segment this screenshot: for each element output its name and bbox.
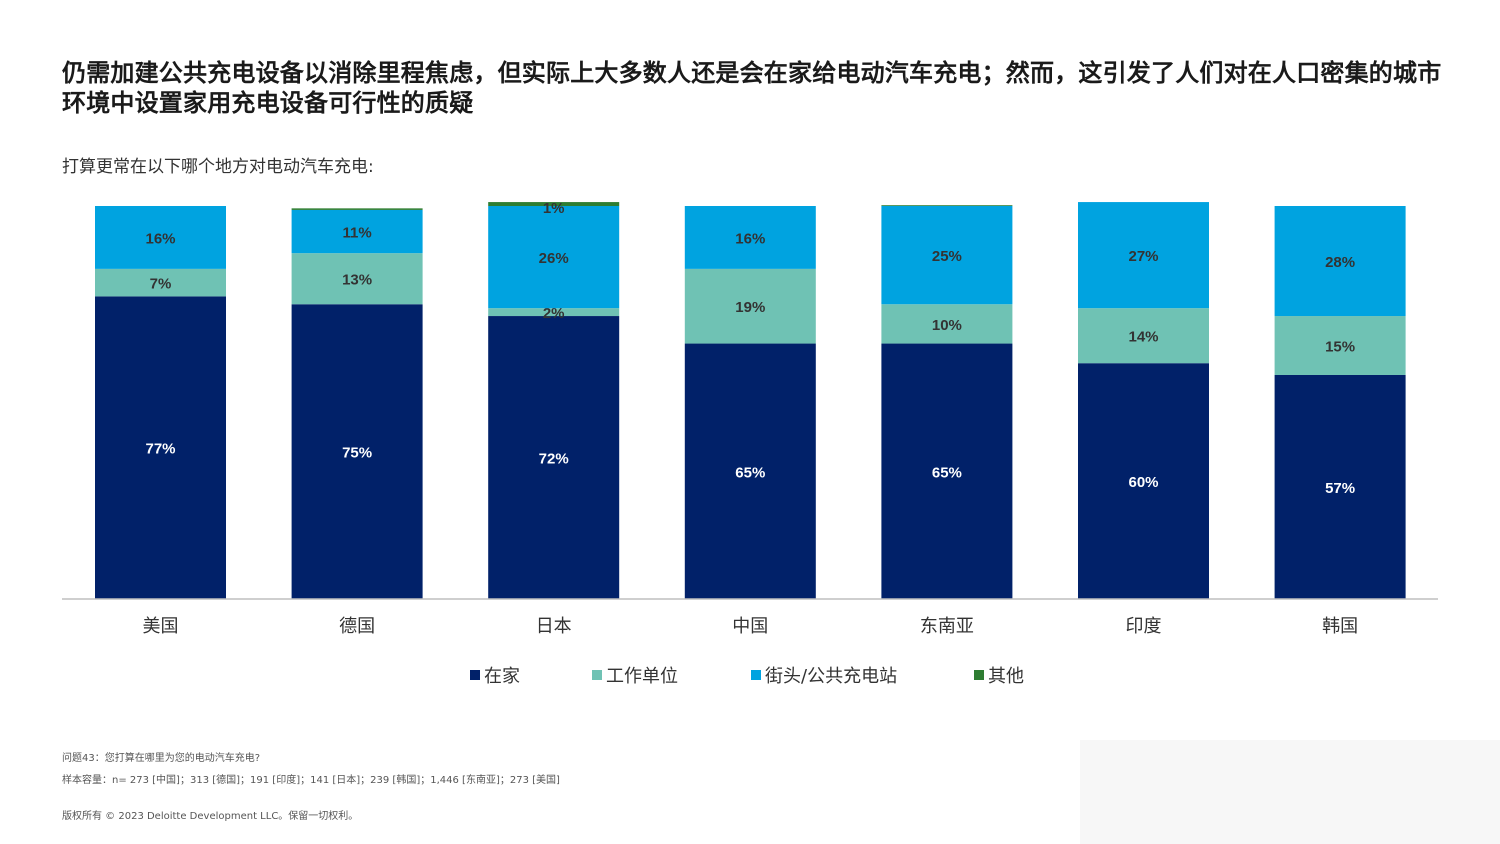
data-label: 28% <box>1325 254 1355 271</box>
bar-segment <box>684 268 816 344</box>
data-label: 60% <box>1128 474 1158 491</box>
bar-segment <box>291 304 423 599</box>
data-label: 65% <box>932 464 962 481</box>
data-label: 14% <box>1128 329 1158 346</box>
bar-segment <box>1078 363 1209 599</box>
bar-segment <box>881 343 1013 599</box>
x-tick-label: 韩国 <box>1322 616 1358 637</box>
data-label: 65% <box>735 464 765 481</box>
bar-segment <box>684 343 816 599</box>
data-label: 10% <box>932 317 962 334</box>
stacked-bar-chart: 77% 7% 16% 美国 75% 13% 11% 德国 72% 2% 26% 1% 日本 65% 19% 1… <box>62 200 1438 637</box>
data-label: 27% <box>1128 248 1158 265</box>
x-tick-label: 中国 <box>732 616 768 637</box>
bar-segment <box>488 206 620 309</box>
data-label: 77% <box>145 441 175 458</box>
x-tick-label: 印度 <box>1126 616 1162 637</box>
corner-background <box>1080 740 1500 844</box>
data-label: 16% <box>735 230 765 247</box>
legend-label-public: 街头/公共充电站 <box>765 666 898 687</box>
bar-segment <box>1078 202 1209 309</box>
data-label: 15% <box>1325 339 1355 356</box>
bar-segment <box>881 206 1013 305</box>
bar-segment <box>95 206 226 269</box>
data-label: 19% <box>735 299 765 316</box>
legend-item-public: 街头/公共充电站 <box>751 662 897 688</box>
legend-item-workplace: 工作单位 <box>592 662 678 688</box>
data-label: 13% <box>342 272 372 289</box>
data-label: 72% <box>539 451 569 468</box>
page-title: 仍需加建公共充电设备以消除里程焦虑，但实际上大多数人还是会在家给电动汽车充电；然… <box>62 59 1442 117</box>
bar-segment <box>684 206 816 269</box>
data-label: 16% <box>145 230 175 247</box>
bar-segment <box>488 316 620 599</box>
legend-label-workplace: 工作单位 <box>606 666 678 687</box>
legend-item-home: 在家 <box>470 662 520 688</box>
data-label: 25% <box>932 248 962 265</box>
chart-subtitle: 打算更常在以下哪个地方对电动汽车充电: <box>62 157 374 177</box>
legend-swatch-workplace <box>592 670 602 680</box>
legend-swatch-public <box>751 670 761 680</box>
bar-segment <box>881 205 1013 206</box>
legend-swatch-other <box>974 670 984 680</box>
bar-segment <box>1274 206 1406 317</box>
legend-swatch-home <box>470 670 480 680</box>
x-tick-label: 美国 <box>143 616 179 637</box>
footnote-question: 问题43：您打算在哪里为您的电动汽车充电? <box>62 753 261 764</box>
data-label: 57% <box>1325 480 1355 497</box>
data-label: 26% <box>539 250 569 267</box>
bar-segment <box>291 253 423 305</box>
data-label: 1% <box>543 200 565 217</box>
bar-segment <box>488 308 620 317</box>
bar-segment <box>881 304 1013 344</box>
legend-label-other: 其他 <box>988 666 1024 687</box>
bar-segment <box>1274 316 1406 375</box>
x-tick-label: 德国 <box>339 616 375 637</box>
chart-legend: 在家 工作单位 街头/公共充电站 其他 <box>0 662 1500 688</box>
data-label: 7% <box>150 276 172 293</box>
footnote-copyright: 版权所有 © 2023 Deloitte Development LLC。保留一… <box>62 811 359 822</box>
data-label: 11% <box>342 225 371 242</box>
bar-segment <box>291 209 423 254</box>
bar-segment <box>1274 374 1406 599</box>
bar-segment <box>95 296 226 599</box>
bar-segment <box>291 208 423 210</box>
bar-segment <box>1078 308 1209 364</box>
legend-label-home: 在家 <box>484 666 520 687</box>
footnote-sample-size: 样本容量：n= 273 [中国]；313 [德国]；191 [印度]；141 [… <box>62 775 560 786</box>
x-tick-label: 东南亚 <box>920 616 974 637</box>
x-tick-label: 日本 <box>536 616 572 637</box>
data-label: 2% <box>543 305 565 322</box>
data-label: 75% <box>342 445 372 462</box>
legend-item-other: 其他 <box>974 662 1024 688</box>
bar-segment <box>488 202 620 206</box>
bar-segment <box>95 268 226 297</box>
